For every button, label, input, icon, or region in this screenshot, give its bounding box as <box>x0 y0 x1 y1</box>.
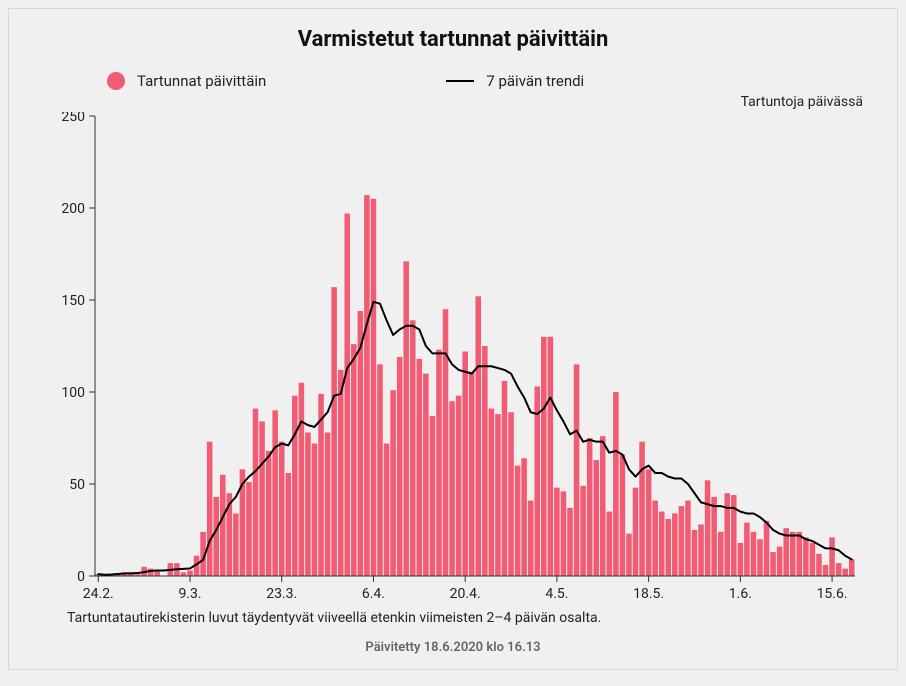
svg-text:9.3.: 9.3. <box>178 586 201 602</box>
chart-area: 0 50 100 150 200 250 24.2. 9.3. 23.3. 6.4. 20.4. 4.… <box>37 112 869 604</box>
legend: Tartunnat päivittäin 7 päivän trendi <box>107 72 869 90</box>
svg-text:24.2.: 24.2. <box>83 586 114 602</box>
svg-text:4.5.: 4.5. <box>545 586 568 602</box>
svg-text:150: 150 <box>61 293 85 309</box>
svg-text:18.5.: 18.5. <box>633 586 664 602</box>
svg-text:15.6.: 15.6. <box>817 586 848 602</box>
legend-bars-label: Tartunnat päivittäin <box>137 72 266 90</box>
svg-text:250: 250 <box>61 112 85 125</box>
svg-text:23.3.: 23.3. <box>266 586 297 602</box>
footnote: Tartuntatautirekisterin luvut täydentyvä… <box>67 610 869 626</box>
chart-title: Varmistetut tartunnat päivittäin <box>37 27 869 52</box>
svg-text:6.4.: 6.4. <box>362 586 385 602</box>
chart-card: Varmistetut tartunnat päivittäin Tartunn… <box>8 8 898 670</box>
svg-text:50: 50 <box>69 477 85 493</box>
svg-text:200: 200 <box>61 201 85 217</box>
legend-line-icon <box>446 80 474 82</box>
svg-text:0: 0 <box>77 569 85 585</box>
svg-text:100: 100 <box>61 385 85 401</box>
legend-line-label: 7 päivän trendi <box>486 72 584 90</box>
legend-item-line: 7 päivän trendi <box>446 72 584 90</box>
y-axis-label: Tartuntoja päivässä <box>37 94 863 110</box>
legend-item-bars: Tartunnat päivittäin <box>107 72 266 90</box>
svg-text:1.6.: 1.6. <box>729 586 752 602</box>
svg-text:20.4.: 20.4. <box>450 586 481 602</box>
updated-text: Päivitetty 18.6.2020 klo 16.13 <box>37 640 869 655</box>
chart-svg: 0 50 100 150 200 250 24.2. 9.3. 23.3. 6.4. 20.4. 4.… <box>37 112 865 604</box>
legend-dot-icon <box>107 72 125 90</box>
